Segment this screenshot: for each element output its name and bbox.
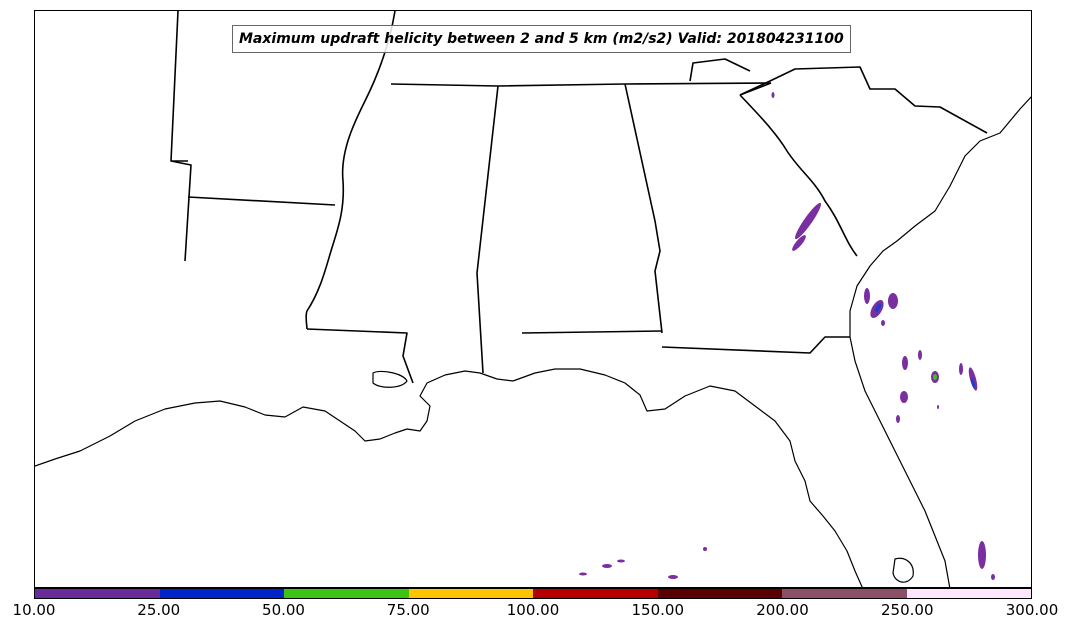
helicity-swath	[978, 541, 986, 569]
colorbar-tick-label: 100.00	[506, 601, 560, 619]
border-ga-sc	[739, 94, 858, 257]
coast-louisiana	[284, 370, 514, 442]
colorbar-segment	[657, 589, 782, 598]
helicity-swath	[888, 293, 898, 309]
coast-gulf	[512, 368, 863, 587]
helicity-swath	[874, 303, 882, 313]
helicity-swath	[968, 367, 978, 391]
helicity-swath	[902, 356, 908, 370]
helicity-swath	[771, 92, 775, 98]
helicity-swath	[881, 320, 885, 326]
coastline	[35, 96, 1031, 587]
colorbar-tick-label: 200.00	[756, 601, 809, 619]
helicity-swath	[703, 547, 707, 551]
colorbar-segment	[782, 589, 907, 598]
helicity-swath	[937, 405, 939, 409]
border-mississippi-river	[305, 11, 396, 330]
border-al-fl	[521, 330, 663, 334]
helicity-swath	[900, 391, 908, 403]
border-ga-fl	[661, 336, 850, 354]
colorbar-segment	[906, 589, 1031, 598]
helicity-swath	[896, 415, 900, 423]
border-tx-ar	[170, 11, 192, 262]
border-nc-sc	[739, 66, 988, 134]
border-nc-va	[689, 58, 751, 82]
helicity-swath	[602, 564, 612, 568]
border-la-ms	[306, 328, 414, 384]
state-borders	[170, 11, 988, 384]
colorbar	[34, 588, 1032, 599]
helicity-swath	[918, 350, 922, 360]
colorbar-tick-label: 75.00	[386, 601, 430, 619]
helicity-swath	[991, 574, 995, 580]
colorbar-segment	[159, 589, 284, 598]
helicity-swath	[794, 202, 822, 240]
colorbar-ticks: 10.00 25.00 50.00 75.00 100.00 150.00 200.00 25…	[13, 601, 1059, 625]
border-ms-al	[476, 85, 499, 374]
map-panel: Maximum updraft helicity between 2 and 5…	[34, 10, 1032, 588]
colorbar-tick-label: 10.00	[12, 601, 56, 619]
colorbar-segment	[284, 589, 409, 598]
helicity-swath	[668, 575, 678, 579]
helicity-swath	[864, 288, 870, 304]
lake-okeechobee	[892, 557, 914, 583]
helicity-swath	[579, 572, 587, 576]
coast-atlantic	[849, 96, 1031, 587]
map-title-box: Maximum updraft helicity between 2 and 5…	[232, 25, 851, 53]
colorbar-tick-label: 300.00	[1005, 601, 1059, 619]
helicity-swath	[933, 374, 937, 380]
colorbar-segment	[35, 589, 160, 598]
map-title: Maximum updraft helicity between 2 and 5…	[239, 31, 844, 47]
border-al-ga	[624, 83, 663, 334]
colorbar-segment	[533, 589, 658, 598]
helicity-swath	[971, 378, 975, 388]
colorbar-tick-label: 250.00	[881, 601, 934, 619]
helicity-swath	[959, 363, 963, 375]
coast-texas	[35, 400, 286, 467]
helicity-swaths	[579, 92, 995, 580]
border-tn-south	[390, 82, 772, 87]
map-canvas	[35, 11, 1031, 587]
colorbar-tick-label: 50.00	[262, 601, 305, 619]
helicity-swath	[617, 559, 625, 563]
colorbar-tick-label: 25.00	[137, 601, 181, 619]
border-ar-la	[187, 196, 336, 206]
colorbar-segment	[408, 589, 533, 598]
helicity-swath	[792, 235, 806, 251]
lake-pontchartrain	[372, 370, 408, 388]
border-tn-nc	[739, 82, 772, 96]
colorbar-tick-label: 150.00	[631, 601, 685, 619]
